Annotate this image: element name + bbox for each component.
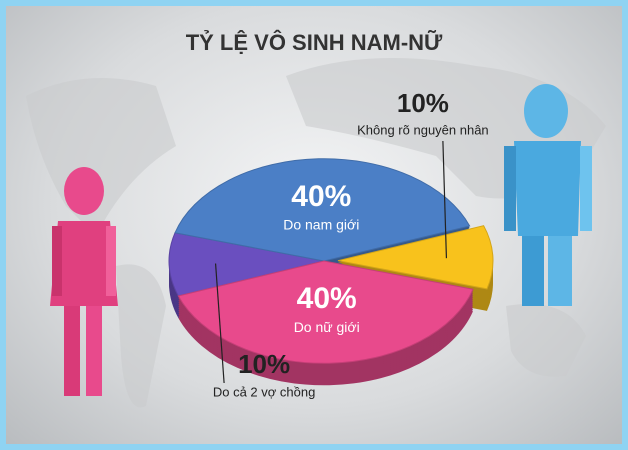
leader-line	[214, 263, 225, 384]
value-label: 40%	[291, 180, 351, 213]
chart-title: TỶ LỆ VÔ SINH NAM-NỮ	[186, 30, 443, 55]
slice	[177, 260, 474, 364]
value-label: 10%	[397, 88, 449, 118]
category-label: Do nam giới	[283, 217, 359, 233]
man-figure	[504, 84, 592, 306]
leader-line	[442, 140, 448, 259]
category-label: Do cả 2 vợ chồng	[213, 384, 315, 399]
value-label: 10%	[238, 349, 290, 379]
woman-figure	[50, 167, 118, 396]
slice	[337, 225, 494, 290]
slice	[168, 232, 325, 297]
category-label: Không rõ nguyên nhân	[357, 122, 489, 137]
value-label: 40%	[297, 282, 357, 315]
chart: TỶ LỆ VÔ SINH NAM-NỮ 10% Do cả 2 vợ chồng…	[26, 30, 606, 408]
category-label: Do nữ giới	[294, 319, 360, 335]
